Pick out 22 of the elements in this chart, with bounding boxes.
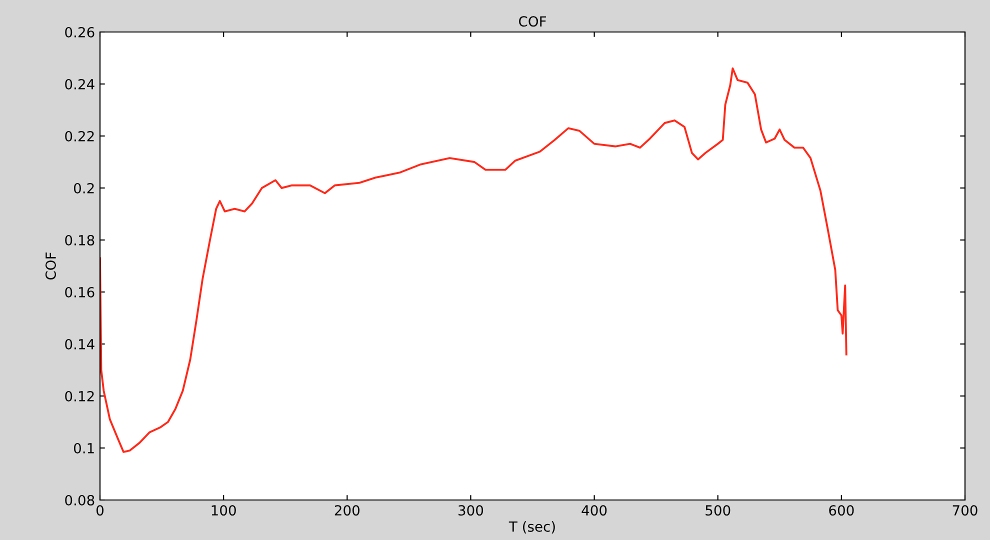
x-tick-label: 200 xyxy=(334,505,360,516)
x-axis-title: T (sec) xyxy=(508,521,555,534)
x-tick-label: 300 xyxy=(458,505,484,516)
y-tick-label: 0.14 xyxy=(65,338,94,350)
line-series xyxy=(100,67,848,453)
y-tick-label: 0.2 xyxy=(74,182,94,194)
y-axis-title: COF xyxy=(45,252,56,280)
x-tick-label: 600 xyxy=(829,505,854,516)
y-tick-label: 0.18 xyxy=(65,234,94,246)
y-tick-label: 0.08 xyxy=(65,494,94,506)
y-tick-label: 0.1 xyxy=(74,442,94,454)
y-tick-label: 0.24 xyxy=(65,78,94,90)
y-tick-label: 0.12 xyxy=(65,390,94,402)
y-tick-label: 0.26 xyxy=(65,26,94,38)
x-tick-label: 100 xyxy=(212,505,236,516)
y-tick-label: 0.22 xyxy=(65,130,94,142)
x-tick-label: 400 xyxy=(582,505,607,516)
x-tick-label: 700 xyxy=(952,505,978,516)
y-tick-label: 0.16 xyxy=(65,286,94,298)
x-tick-label: 0 xyxy=(96,505,104,516)
chart-title: COF xyxy=(518,16,546,27)
x-tick-label: 500 xyxy=(706,505,730,516)
